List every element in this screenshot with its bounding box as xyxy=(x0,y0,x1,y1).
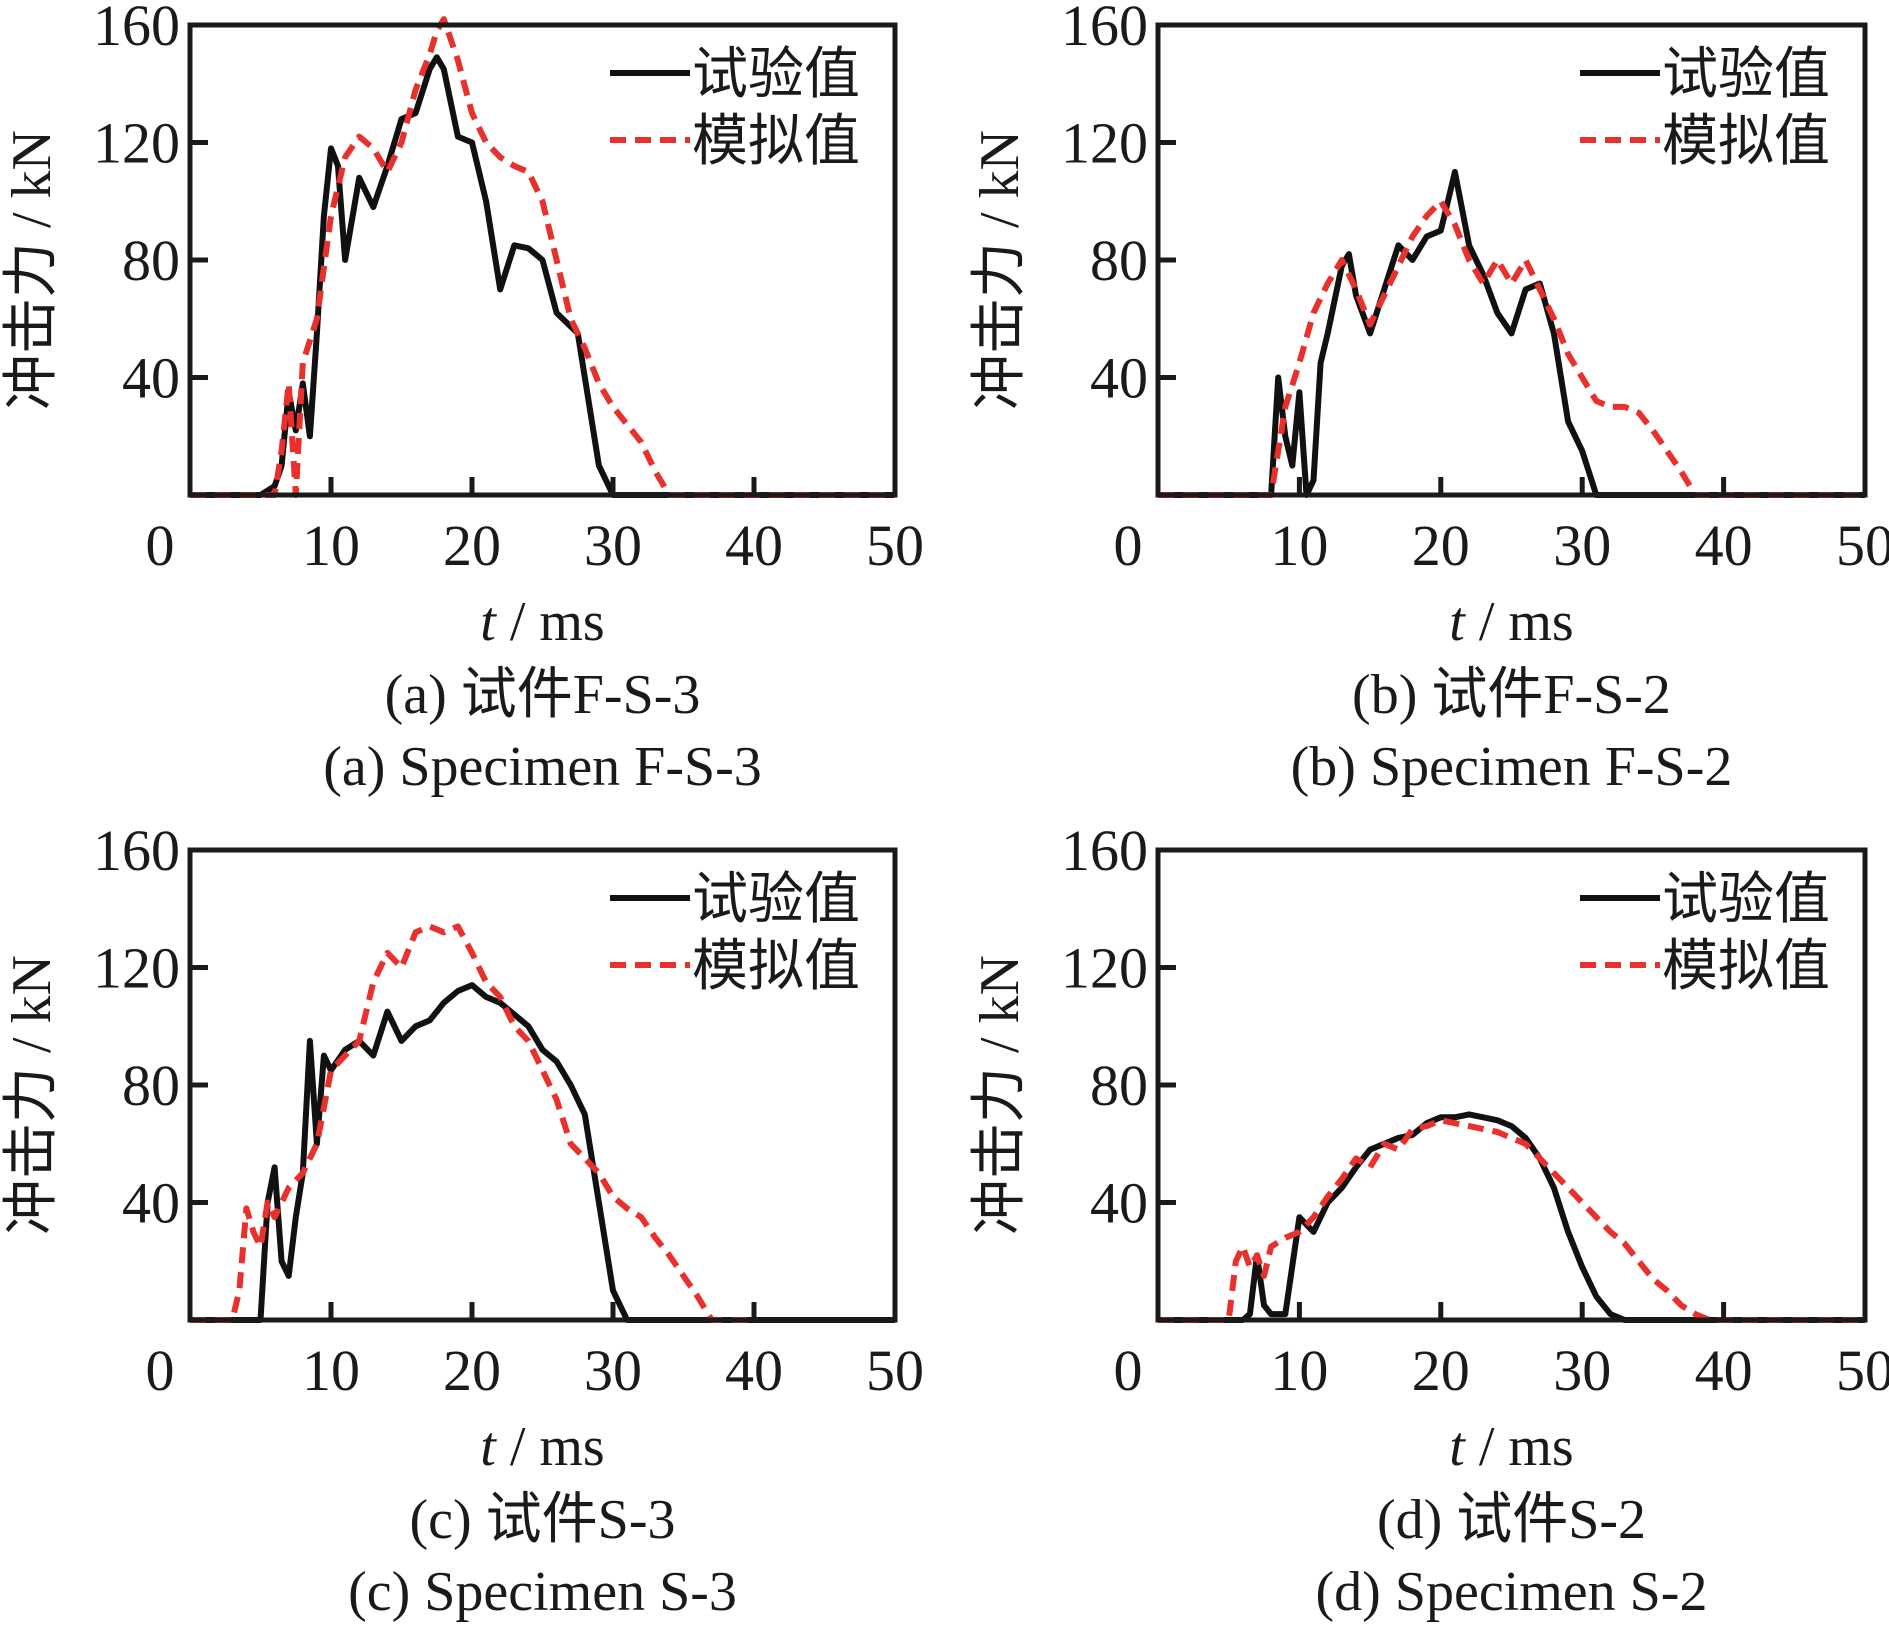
x-tick-label: 40 xyxy=(1695,513,1753,578)
x-tick-label: 0 xyxy=(1114,513,1143,578)
x-tick-label: 50 xyxy=(866,1338,924,1403)
y-tick-label: 40 xyxy=(122,346,180,411)
simulated-series-line xyxy=(190,16,895,498)
caption-english: (d) Specimen S-2 xyxy=(1316,1561,1708,1623)
experimental-series-line xyxy=(1158,1111,1865,1323)
caption-chinese: (d) 试件S-2 xyxy=(1377,1489,1646,1551)
x-tick-label: 20 xyxy=(1412,513,1470,578)
y-tick-label: 160 xyxy=(93,0,180,58)
legend-simulated-label: 模拟值 xyxy=(1662,111,1830,173)
experimental-series-line xyxy=(190,982,895,1323)
y-axis-title: 冲击力 / kN xyxy=(1,955,63,1235)
x-axis-symbol: t xyxy=(1449,591,1466,653)
simulated-series-line xyxy=(1158,1117,1865,1323)
x-axis-symbol: t xyxy=(480,1416,497,1478)
legend-simulated-label: 模拟值 xyxy=(692,111,860,173)
experimental-series-line xyxy=(1158,168,1865,498)
y-tick-label: 40 xyxy=(122,1171,180,1236)
y-tick-label: 40 xyxy=(1090,346,1148,411)
x-tick-label: 20 xyxy=(1412,1338,1470,1403)
legend-experimental-label: 试验值 xyxy=(1662,869,1830,931)
panel-a: 0 10 20 30 40 50 40 80 120 160 冲击力 / kN t / ms (a) 试… xyxy=(1,0,924,798)
x-tick-label: 50 xyxy=(1836,513,1889,578)
x-axis-symbol: t xyxy=(1449,1416,1466,1478)
x-tick-label: 50 xyxy=(1836,1338,1889,1403)
caption-chinese: (c) 试件S-3 xyxy=(410,1489,676,1551)
x-axis-unit: / ms xyxy=(1465,591,1574,653)
x-axis-unit: / ms xyxy=(496,591,605,653)
x-tick-label: 20 xyxy=(443,1338,501,1403)
y-tick-label: 80 xyxy=(1090,1053,1148,1118)
legend-simulated-label: 模拟值 xyxy=(692,936,860,998)
x-tick-label: 40 xyxy=(725,1338,783,1403)
y-tick-label: 80 xyxy=(122,228,180,293)
y-tick-label: 160 xyxy=(93,818,180,883)
x-tick-label: 0 xyxy=(146,513,175,578)
x-axis-title: t / ms xyxy=(480,1416,604,1478)
x-tick-label: 40 xyxy=(725,513,783,578)
y-tick-label: 160 xyxy=(1061,0,1148,58)
x-tick-label: 0 xyxy=(146,1338,175,1403)
x-axis-unit: / ms xyxy=(1465,1416,1574,1478)
x-tick-label: 30 xyxy=(1553,1338,1611,1403)
y-tick-label: 80 xyxy=(1090,228,1148,293)
y-tick-label: 120 xyxy=(93,936,180,1001)
y-axis-title: 冲击力 / kN xyxy=(969,955,1031,1235)
legend-experimental-label: 试验值 xyxy=(692,869,860,931)
x-tick-label: 30 xyxy=(584,1338,642,1403)
panel-c: 0 10 20 30 40 50 40 80 120 160 冲击力 / kN t / ms (c) 试… xyxy=(1,818,924,1623)
panel-d: 0 10 20 30 40 50 40 80 120 160 冲击力 / kN t / ms (d) 试… xyxy=(969,818,1889,1623)
y-tick-label: 120 xyxy=(1061,936,1148,1001)
x-axis-title: t / ms xyxy=(1449,591,1573,653)
x-tick-label: 30 xyxy=(584,513,642,578)
caption-english: (a) Specimen F-S-3 xyxy=(323,736,762,798)
y-axis-title: 冲击力 / kN xyxy=(969,130,1031,410)
caption-english: (c) Specimen S-3 xyxy=(348,1561,737,1623)
caption-english: (b) Specimen F-S-2 xyxy=(1291,736,1733,798)
caption-chinese: (a) 试件F-S-3 xyxy=(385,664,701,726)
x-tick-label: 10 xyxy=(302,513,360,578)
y-axis-title: 冲击力 / kN xyxy=(1,130,63,410)
x-tick-label: 0 xyxy=(1114,1338,1143,1403)
x-axis-symbol: t xyxy=(480,591,497,653)
x-axis-unit: / ms xyxy=(496,1416,605,1478)
y-tick-label: 40 xyxy=(1090,1171,1148,1236)
x-axis-title: t / ms xyxy=(480,591,604,653)
x-tick-label: 50 xyxy=(866,513,924,578)
x-tick-label: 10 xyxy=(1270,1338,1328,1403)
x-tick-label: 10 xyxy=(302,1338,360,1403)
y-tick-label: 80 xyxy=(122,1053,180,1118)
y-tick-label: 160 xyxy=(1061,818,1148,883)
legend-experimental-label: 试验值 xyxy=(1662,44,1830,106)
simulated-series-line xyxy=(1158,198,1865,498)
legend-simulated-label: 模拟值 xyxy=(1662,936,1830,998)
caption-chinese: (b) 试件F-S-2 xyxy=(1352,664,1671,726)
y-tick-label: 120 xyxy=(93,111,180,176)
x-tick-label: 10 xyxy=(1270,513,1328,578)
x-tick-label: 30 xyxy=(1553,513,1611,578)
x-tick-label: 40 xyxy=(1695,1338,1753,1403)
panel-b: 0 10 20 30 40 50 40 80 120 160 冲击力 / kN t / ms (b) 试… xyxy=(969,0,1889,798)
x-tick-label: 20 xyxy=(443,513,501,578)
x-axis-title: t / ms xyxy=(1449,1416,1573,1478)
legend-experimental-label: 试验值 xyxy=(692,44,860,106)
y-tick-label: 120 xyxy=(1061,111,1148,176)
